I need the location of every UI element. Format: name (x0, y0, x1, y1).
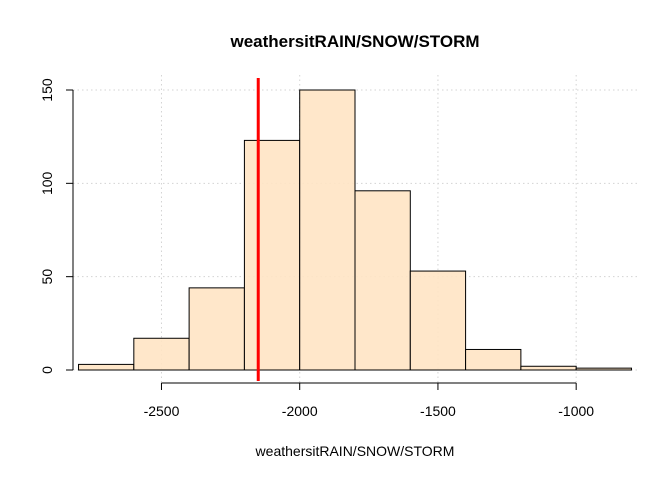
histogram-bar (520, 365, 577, 371)
y-tick-label: 100 (39, 171, 55, 195)
x-tick-label: -2000 (282, 403, 318, 419)
y-tick-label: 150 (39, 78, 55, 102)
x-tick-label: -2500 (144, 403, 180, 419)
histogram-bar (133, 337, 190, 371)
histogram-bar (78, 363, 135, 371)
chart-title: weathersitRAIN/SNOW/STORM (229, 32, 479, 51)
histogram-bar (354, 190, 411, 371)
x-tick-label: -1500 (420, 403, 456, 419)
histogram-bar (409, 270, 467, 371)
y-axis: 0 50 100 150 (39, 78, 74, 374)
x-axis-label: weathersitRAIN/SNOW/STORM (255, 443, 455, 459)
histogram-bar (465, 348, 522, 371)
y-tick-label: 50 (39, 269, 55, 285)
histogram-bar (243, 139, 301, 371)
histogram-bar (575, 367, 632, 371)
histogram-bar (188, 287, 245, 371)
y-tick-label: 0 (39, 366, 55, 374)
x-tick-label: -1000 (558, 403, 594, 419)
histogram-bar (299, 89, 356, 371)
x-axis: -2500 -2000 -1500 -1000 (144, 382, 594, 419)
bars (78, 89, 632, 371)
